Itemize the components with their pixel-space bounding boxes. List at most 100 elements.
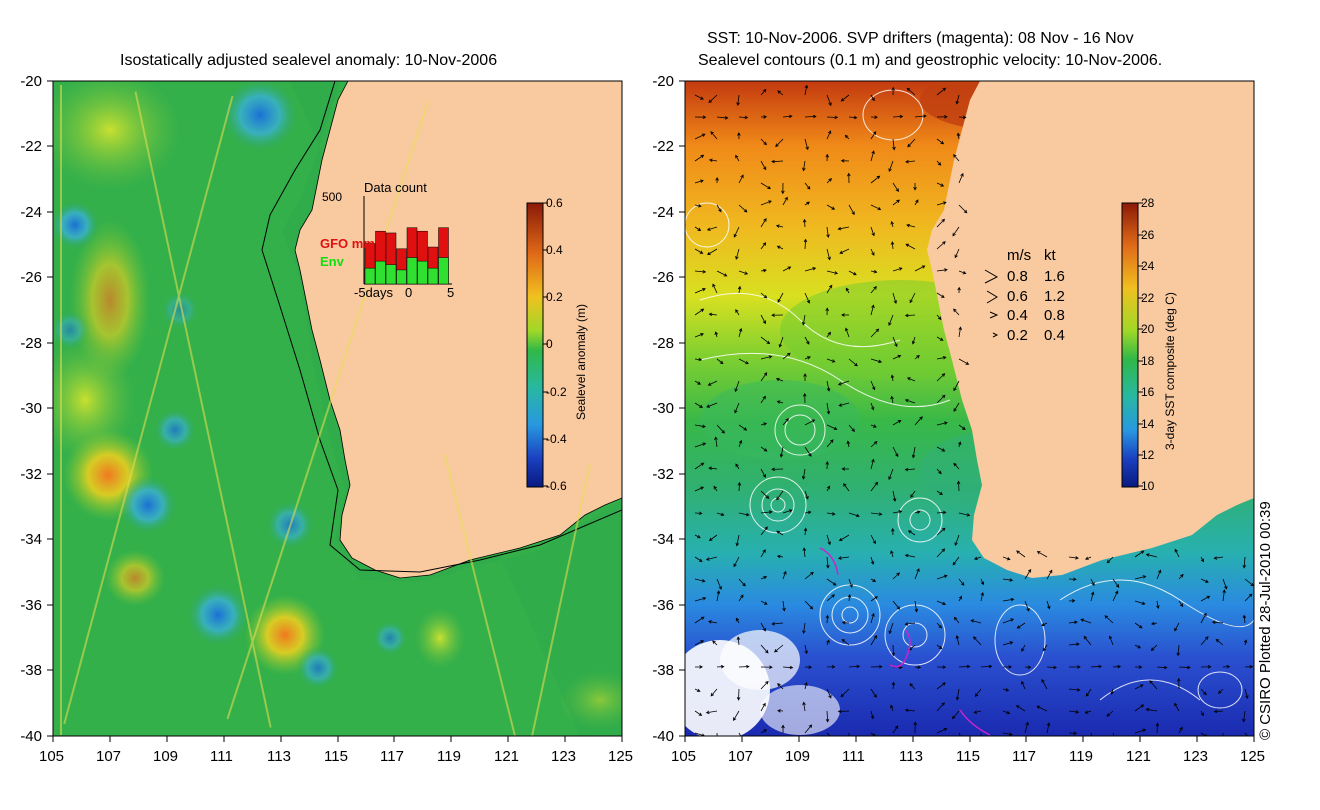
velocity-arrow: [914, 355, 920, 360]
right-xtick: 125: [1240, 748, 1266, 765]
right-xtick: 117: [1012, 748, 1036, 765]
velocity-arrow: [936, 600, 947, 606]
velocity-arrow: [760, 138, 767, 146]
velocity-arrow: [870, 269, 878, 274]
velocity-arrow: [892, 600, 901, 610]
velocity-arrow: [1002, 618, 1015, 624]
velocity-arrow: [973, 710, 982, 714]
velocity-arrow: [708, 534, 718, 541]
velocity-arrow: [1244, 593, 1253, 602]
velocity-arrow: [716, 424, 725, 434]
velocity-arrow: [1244, 732, 1249, 736]
velocity-arrow: [870, 441, 878, 448]
velocity-arrow: [825, 710, 830, 723]
velocity-arrow: [826, 578, 837, 586]
velocity-arrow: [694, 269, 707, 274]
velocity-arrow: [890, 550, 894, 558]
velocity-arrow: [776, 490, 784, 501]
velocity-arrow: [954, 534, 960, 547]
velocity-arrow: [1145, 707, 1158, 712]
velocity-arrow: [837, 709, 850, 714]
velocity-arrow: [957, 286, 961, 294]
velocity-arrow: [906, 377, 916, 382]
velocity-arrow: [1174, 548, 1180, 558]
velocity-arrow: [694, 203, 702, 208]
velocity-arrow: [904, 708, 916, 713]
velocity-arrow: [848, 115, 858, 120]
velocity-arrow: [1112, 578, 1120, 588]
velocity-arrow: [733, 710, 740, 721]
velocity-arrow: [936, 644, 943, 650]
velocity-arrow: [870, 94, 875, 102]
right-xtick: 107: [728, 748, 754, 765]
velocity-arrow: [694, 688, 701, 692]
velocity-arrow: [826, 439, 834, 448]
right-xtick: 109: [785, 748, 811, 765]
velocity-arrow: [760, 622, 766, 632]
velocity-arrow: [1174, 622, 1180, 632]
velocity-arrow: [1068, 620, 1078, 625]
velocity-arrow: [1090, 732, 1092, 736]
velocity-arrow: [904, 553, 916, 558]
velocity-arrow: [804, 490, 809, 500]
velocity-arrow: [802, 701, 806, 712]
velocity-arrow: [781, 724, 785, 734]
velocity-arrow: [826, 115, 839, 120]
velocity-arrow: [1002, 641, 1014, 646]
right-ytick: -20: [652, 73, 674, 90]
right-cbar-tick: 28: [1141, 196, 1155, 210]
velocity-arrow: [760, 575, 768, 580]
velocity-arrow: [706, 248, 718, 256]
inset-bar-env: [375, 260, 386, 285]
velocity-arrow: [826, 380, 831, 392]
velocity-arrow: [1046, 600, 1051, 610]
velocity-arrow: [1145, 553, 1158, 558]
velocity-arrow: [737, 285, 742, 294]
velocity-arrow: [694, 357, 703, 362]
velocity-arrow: [888, 314, 894, 326]
velocity-arrow: [936, 373, 946, 382]
right-cbar-tick: 14: [1141, 417, 1155, 431]
velocity-arrow: [760, 355, 773, 360]
right-cbar-tick: 26: [1141, 228, 1155, 242]
velocity-arrow: [1134, 665, 1143, 669]
velocity-arrow: [734, 380, 740, 393]
velocity-arrow: [777, 292, 784, 303]
velocity-arrow: [694, 226, 702, 231]
velocity-arrow: [1215, 638, 1224, 646]
velocity-arrow: [1156, 569, 1162, 580]
velocity-arrow: [760, 702, 766, 712]
velocity-arrow: [1242, 710, 1246, 723]
velocity-arrow: [958, 732, 961, 736]
velocity-arrow: [909, 292, 916, 304]
velocity-arrow: [1222, 578, 1228, 590]
velocity-arrow: [890, 220, 894, 228]
inset-xlabel-left: -5days: [354, 285, 394, 300]
right-xtick: 113: [899, 748, 923, 765]
left-xtick: 115: [324, 748, 348, 765]
left-ytick: -26: [20, 269, 42, 286]
velocity-arrow: [1085, 556, 1092, 560]
right-ytick: -22: [652, 138, 674, 155]
velocity-arrow: [782, 418, 789, 426]
velocity-arrow: [890, 395, 894, 404]
velocity-arrow: [760, 510, 773, 514]
velocity-arrow: [870, 688, 877, 698]
velocity-arrow: [936, 702, 945, 712]
right-ytick: -28: [652, 335, 674, 352]
velocity-arrow: [760, 680, 769, 690]
velocity-arrow: [891, 527, 895, 536]
velocity-arrow: [1155, 722, 1160, 734]
velocity-arrow: [847, 593, 852, 602]
left-xtick: 109: [153, 748, 179, 765]
velocity-arrow: [715, 176, 719, 184]
velocity-arrow: [892, 572, 900, 580]
velocity-arrow: [708, 466, 718, 471]
velocity-arrow: [694, 616, 705, 624]
velocity-arrow: [848, 732, 850, 736]
velocity-arrow: [826, 665, 836, 669]
velocity-arrow: [706, 226, 718, 231]
inset-bar-env: [417, 260, 428, 285]
velocity-arrow: [1200, 636, 1209, 646]
